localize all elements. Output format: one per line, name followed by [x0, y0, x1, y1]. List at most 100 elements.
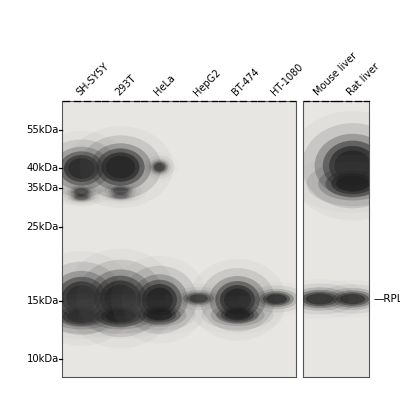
Ellipse shape	[132, 303, 186, 327]
Ellipse shape	[210, 304, 264, 326]
Ellipse shape	[209, 276, 266, 324]
Ellipse shape	[172, 287, 225, 310]
Ellipse shape	[106, 156, 135, 179]
Ellipse shape	[138, 306, 181, 324]
Ellipse shape	[183, 292, 214, 305]
Ellipse shape	[104, 184, 136, 197]
Ellipse shape	[336, 292, 369, 306]
Ellipse shape	[62, 182, 101, 201]
Ellipse shape	[111, 256, 208, 344]
Ellipse shape	[68, 158, 95, 179]
Ellipse shape	[70, 186, 93, 198]
Ellipse shape	[154, 163, 165, 171]
Ellipse shape	[96, 149, 145, 186]
Ellipse shape	[254, 289, 299, 309]
Ellipse shape	[50, 271, 114, 326]
Ellipse shape	[266, 294, 287, 304]
Text: SH-SY5Y: SH-SY5Y	[74, 61, 110, 98]
Ellipse shape	[148, 158, 170, 176]
Ellipse shape	[189, 294, 208, 303]
Ellipse shape	[113, 188, 128, 194]
Ellipse shape	[331, 173, 374, 194]
Text: 15kDa: 15kDa	[26, 296, 59, 306]
Ellipse shape	[33, 131, 130, 206]
Ellipse shape	[326, 171, 380, 197]
Ellipse shape	[297, 290, 342, 308]
Ellipse shape	[73, 194, 90, 201]
Ellipse shape	[290, 287, 349, 310]
Ellipse shape	[318, 167, 387, 201]
Ellipse shape	[318, 284, 388, 314]
Ellipse shape	[72, 188, 91, 196]
Ellipse shape	[101, 308, 140, 324]
Ellipse shape	[29, 294, 134, 339]
Ellipse shape	[40, 299, 122, 334]
Ellipse shape	[220, 285, 255, 314]
Ellipse shape	[74, 188, 88, 196]
Ellipse shape	[306, 161, 399, 206]
Ellipse shape	[80, 135, 162, 199]
Text: 40kDa: 40kDa	[27, 164, 59, 173]
Ellipse shape	[64, 155, 99, 182]
Ellipse shape	[44, 139, 119, 198]
Ellipse shape	[332, 290, 373, 308]
Ellipse shape	[67, 310, 96, 323]
Ellipse shape	[137, 280, 182, 320]
Ellipse shape	[146, 288, 173, 312]
Ellipse shape	[88, 303, 152, 329]
Ellipse shape	[216, 307, 259, 324]
Ellipse shape	[105, 310, 136, 323]
Ellipse shape	[111, 193, 130, 199]
Ellipse shape	[102, 152, 140, 182]
Ellipse shape	[326, 288, 379, 310]
Ellipse shape	[215, 281, 260, 318]
Ellipse shape	[111, 186, 130, 195]
Ellipse shape	[225, 310, 250, 320]
Ellipse shape	[87, 269, 154, 327]
Text: 293T: 293T	[114, 73, 138, 98]
Ellipse shape	[59, 151, 104, 186]
Ellipse shape	[68, 126, 173, 208]
Ellipse shape	[114, 194, 128, 199]
Ellipse shape	[151, 160, 168, 174]
Ellipse shape	[94, 276, 146, 321]
Ellipse shape	[108, 186, 133, 196]
Ellipse shape	[281, 284, 358, 314]
Ellipse shape	[329, 146, 376, 186]
Text: —RPL23: —RPL23	[374, 294, 400, 304]
Ellipse shape	[314, 134, 391, 198]
Text: 10kDa: 10kDa	[26, 354, 59, 364]
Ellipse shape	[78, 299, 163, 334]
Ellipse shape	[221, 308, 254, 322]
Ellipse shape	[105, 284, 136, 312]
Ellipse shape	[224, 288, 251, 311]
Ellipse shape	[200, 268, 275, 331]
Ellipse shape	[53, 147, 110, 190]
Ellipse shape	[100, 280, 141, 316]
Ellipse shape	[67, 185, 96, 199]
Ellipse shape	[189, 259, 286, 340]
Ellipse shape	[306, 293, 334, 305]
Text: Rat liver: Rat liver	[346, 62, 382, 98]
Ellipse shape	[302, 292, 338, 306]
Ellipse shape	[334, 150, 371, 181]
Ellipse shape	[122, 266, 197, 334]
Ellipse shape	[302, 123, 400, 208]
Ellipse shape	[76, 260, 165, 337]
Text: HepG2: HepG2	[192, 67, 222, 98]
Ellipse shape	[64, 249, 177, 348]
Ellipse shape	[336, 176, 369, 192]
Ellipse shape	[39, 261, 124, 335]
Ellipse shape	[147, 309, 172, 321]
Ellipse shape	[186, 293, 211, 304]
Ellipse shape	[99, 182, 142, 199]
Ellipse shape	[27, 251, 136, 346]
Ellipse shape	[57, 306, 106, 327]
Ellipse shape	[56, 277, 106, 320]
Ellipse shape	[51, 303, 112, 329]
Ellipse shape	[131, 274, 188, 325]
Text: BT-474: BT-474	[230, 67, 261, 98]
Text: 55kDa: 55kDa	[26, 125, 59, 135]
Ellipse shape	[62, 281, 101, 316]
Ellipse shape	[90, 143, 151, 191]
